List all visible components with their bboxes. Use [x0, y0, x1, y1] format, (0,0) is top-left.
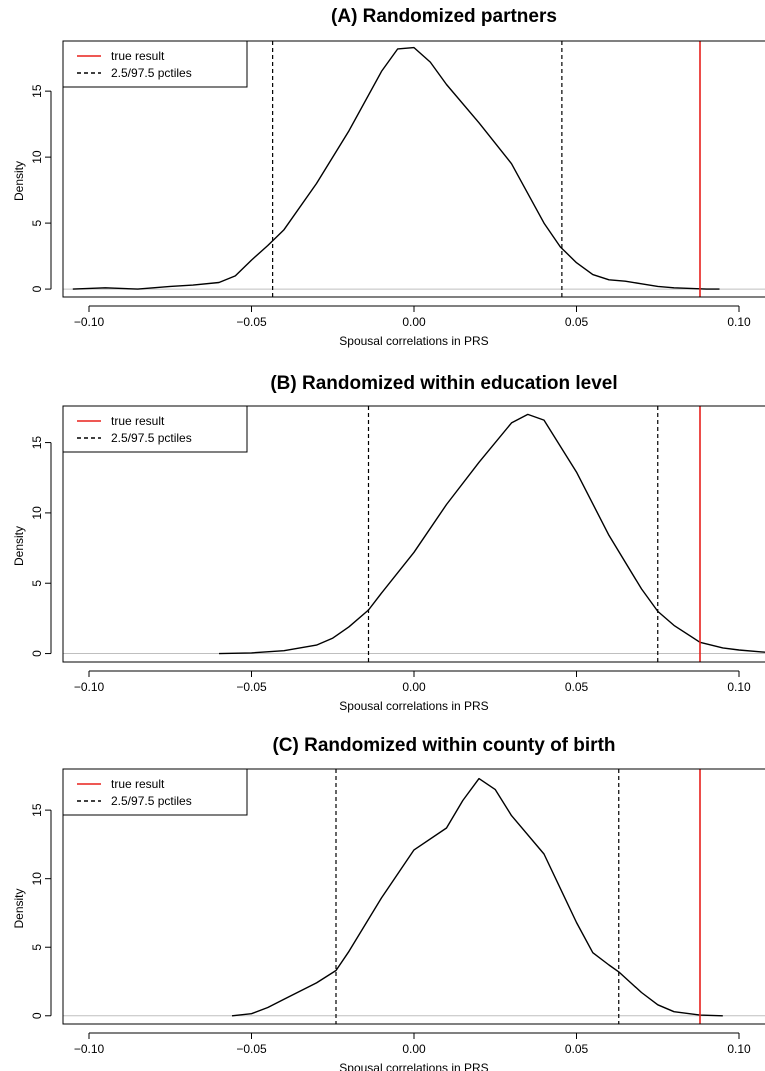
x-tick-label: 0.10	[727, 1042, 751, 1056]
y-tick-label: 10	[30, 872, 44, 886]
x-tick-label: −0.05	[236, 1042, 267, 1056]
x-tick-label: 0.00	[402, 1042, 426, 1056]
x-tick-label: 0.00	[402, 680, 426, 694]
y-tick-label: 5	[30, 580, 44, 587]
y-tick-label: 15	[30, 84, 44, 98]
x-tick-label: −0.05	[236, 315, 267, 329]
y-tick-label: 5	[30, 219, 44, 226]
x-tick-label: 0.05	[565, 680, 589, 694]
y-tick-label: 15	[30, 436, 44, 450]
density-curve	[218, 413, 765, 655]
x-tick-label: 0.10	[727, 315, 751, 329]
x-tick-label: −0.05	[236, 680, 267, 694]
y-tick-label: 0	[30, 650, 44, 657]
plot-frame	[62, 405, 765, 663]
x-tick-label: 0.05	[565, 315, 589, 329]
chart-title: (C) Randomized within county of birth	[272, 735, 615, 756]
legend: true result 2.5/97.5 pctiles	[62, 768, 248, 816]
y-tick-label: 0	[30, 1012, 44, 1019]
y-tick-label: 10	[30, 506, 44, 520]
legend: true result 2.5/97.5 pctiles	[62, 405, 248, 453]
plot-frame	[62, 40, 765, 298]
legend-label: 2.5/97.5 pctiles	[111, 431, 192, 445]
y-axis-label: Density	[12, 526, 26, 566]
x-tick-label: 0.05	[565, 1042, 589, 1056]
y-axis-label: Density	[12, 161, 26, 201]
legend-label: 2.5/97.5 pctiles	[111, 794, 192, 808]
x-tick-label: −0.10	[74, 1042, 105, 1056]
x-axis-label: Spousal correlations in PRS	[339, 699, 488, 713]
y-tick-label: 10	[30, 150, 44, 164]
legend: true result 2.5/97.5 pctiles	[62, 40, 248, 88]
legend-label: true result	[111, 49, 165, 63]
x-axis-label: Spousal correlations in PRS	[339, 334, 488, 348]
x-axis-label: Spousal correlations in PRS	[339, 1061, 488, 1071]
x-tick-label: 0.00	[402, 315, 426, 329]
chart-title: (B) Randomized within education level	[270, 373, 617, 394]
y-tick-label: 0	[30, 285, 44, 292]
y-tick-label: 5	[30, 944, 44, 951]
plot-frame	[62, 768, 765, 1025]
legend-box	[62, 40, 248, 88]
y-tick-label: 15	[30, 803, 44, 817]
panel-1: (A) Randomized partners −0.10 −0.05 0.00 0.0…	[12, 6, 765, 348]
legend-label: true result	[111, 777, 165, 791]
legend-label: 2.5/97.5 pctiles	[111, 66, 192, 80]
legend-label: true result	[111, 414, 165, 428]
x-tick-label: 0.10	[727, 680, 751, 694]
x-tick-label: −0.10	[74, 680, 105, 694]
panel-2: (B) Randomized within education level −0.…	[12, 373, 765, 713]
y-axis-label: Density	[12, 888, 26, 928]
panel-3: (C) Randomized within county of birth −0.…	[12, 735, 765, 1071]
density-curve	[231, 777, 723, 1017]
legend-box	[62, 405, 248, 453]
chart-title: (A) Randomized partners	[331, 6, 557, 27]
legend-box	[62, 768, 248, 816]
density-curve	[72, 46, 720, 290]
x-tick-label: −0.10	[74, 315, 105, 329]
